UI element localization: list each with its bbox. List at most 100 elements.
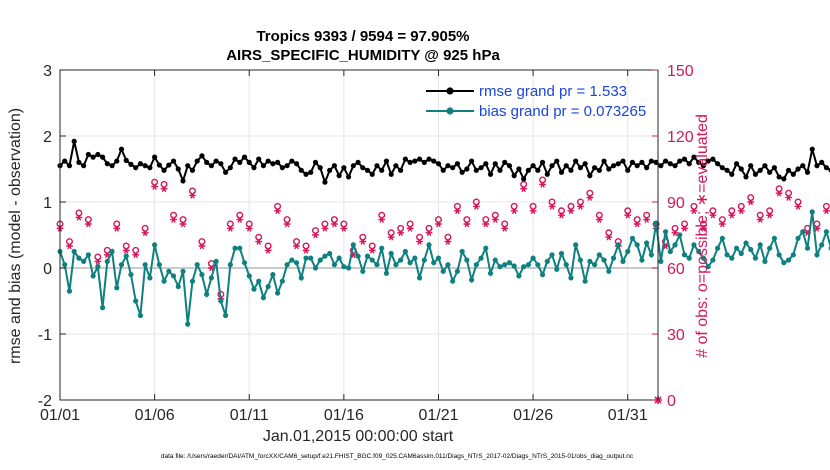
bias-point xyxy=(412,255,418,261)
obs-possible-point xyxy=(453,202,461,210)
rmse-point xyxy=(369,171,375,177)
bias-point xyxy=(601,257,607,263)
rmse-point xyxy=(629,159,636,165)
obs-possible-point xyxy=(643,211,651,219)
obs-evaluated-point xyxy=(198,242,206,250)
rmse-point xyxy=(142,163,148,169)
obs-possible-point xyxy=(94,253,102,261)
y2-tick-label: 90 xyxy=(667,195,685,212)
x-tick-label: 01/06 xyxy=(135,407,175,424)
bias-point xyxy=(289,257,295,263)
bias-point xyxy=(76,255,82,261)
bias-point xyxy=(724,252,730,258)
rmse-point xyxy=(478,165,484,171)
rmse-point xyxy=(204,159,210,165)
obs-evaluated-point xyxy=(151,183,159,190)
bias-point xyxy=(133,298,139,304)
rmse-point xyxy=(653,159,659,165)
rmse-point xyxy=(308,169,314,175)
obs-possible-point xyxy=(264,242,272,250)
rmse-point xyxy=(293,161,300,167)
bias-point xyxy=(402,248,408,255)
obs-possible-point xyxy=(576,198,584,206)
rmse-point xyxy=(686,161,692,167)
obs-evaluated-point xyxy=(84,220,92,228)
obs-evaluated-point xyxy=(756,216,764,223)
bias-series xyxy=(57,209,830,327)
rmse-point xyxy=(104,161,110,167)
bias-point xyxy=(81,258,87,264)
bias-point xyxy=(681,252,688,258)
obs-evaluated-point xyxy=(331,220,338,228)
bias-point xyxy=(379,245,385,251)
rmse-point xyxy=(667,161,673,167)
rmse-point xyxy=(677,158,683,164)
rmse-point xyxy=(71,138,77,144)
bias-point xyxy=(610,255,617,261)
bias-point xyxy=(142,262,148,268)
rmse-point xyxy=(502,159,508,165)
rmse-point xyxy=(762,163,768,169)
bias-point xyxy=(369,257,375,263)
bias-point xyxy=(350,242,356,248)
obs-possible-point xyxy=(680,220,688,228)
rmse-point xyxy=(696,159,702,165)
bias-point xyxy=(175,283,181,290)
bias-point xyxy=(573,242,579,248)
bias-point xyxy=(298,275,304,281)
rmse-point xyxy=(222,169,229,175)
bias-point xyxy=(686,255,692,261)
bias-point xyxy=(99,305,106,311)
bias-point xyxy=(137,312,144,319)
bias-point xyxy=(535,262,541,268)
bias-point xyxy=(331,262,337,268)
bias-point xyxy=(383,270,390,276)
obs-evaluated-point xyxy=(520,185,528,193)
obs-possible-point xyxy=(491,211,499,219)
rmse-point xyxy=(596,167,602,173)
rmse-point xyxy=(506,163,513,169)
obs-possible-point xyxy=(775,185,783,193)
rmse-point xyxy=(464,166,470,172)
bias-point xyxy=(426,242,432,248)
bias-point xyxy=(582,278,588,284)
rmse-point xyxy=(705,158,711,164)
obs-evaluated-point xyxy=(454,207,461,215)
rmse-point xyxy=(577,165,584,171)
bias-point xyxy=(251,286,257,292)
legend: rmse grand pr = 1.533 bias grand pr = 0.… xyxy=(426,83,646,120)
bias-point xyxy=(450,278,456,284)
rmse-point xyxy=(781,176,787,182)
bias-point xyxy=(568,275,574,281)
bias-point xyxy=(327,250,333,257)
bias-point xyxy=(118,262,125,268)
obs-possible-point xyxy=(132,246,140,254)
rmse-point xyxy=(582,161,588,167)
bias-point xyxy=(549,252,555,258)
obs-evaluated-point xyxy=(501,225,509,232)
bias-point xyxy=(729,255,735,261)
bias-point xyxy=(374,262,380,268)
obs-evaluated-point xyxy=(189,192,196,199)
bias-point xyxy=(459,248,465,255)
obs-evaluated-point xyxy=(444,238,452,245)
obs-possible-point xyxy=(293,238,301,246)
obs-possible-point xyxy=(539,176,547,184)
rmse-point xyxy=(265,158,271,164)
bias-point xyxy=(738,250,744,257)
bias-point xyxy=(71,248,77,255)
bias-point xyxy=(662,229,669,235)
bias-point xyxy=(468,277,475,283)
bias-point xyxy=(804,245,811,251)
bias-point xyxy=(634,242,640,248)
bias-point xyxy=(577,257,584,263)
obs-evaluated-point xyxy=(491,216,499,223)
obs-evaluated-point xyxy=(245,225,253,232)
rmse-point xyxy=(440,167,446,173)
obs-evaluated-point xyxy=(728,211,736,219)
rmse-point xyxy=(435,161,442,167)
rmse-point xyxy=(241,154,248,160)
rmse-point xyxy=(554,158,560,164)
bias-point xyxy=(85,252,91,258)
bias-point xyxy=(90,273,96,279)
